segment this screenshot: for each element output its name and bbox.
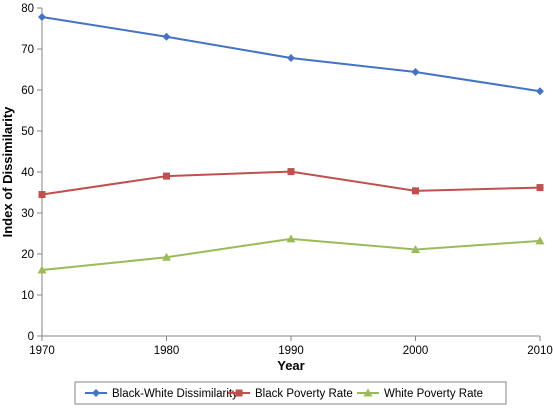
y-tick-label: 50 (21, 126, 34, 138)
series-layer (37, 13, 545, 274)
data-point (535, 236, 545, 245)
data-point (536, 184, 544, 192)
legend-label: Black Poverty Rate (255, 388, 353, 400)
data-point (37, 265, 47, 274)
x-tick-label: 1990 (278, 345, 304, 357)
data-point (286, 234, 296, 243)
y-axis-ticks: 0 10 20 30 40 50 60 70 80 (21, 3, 42, 343)
y-tick-label: 70 (21, 44, 34, 56)
y-tick-label: 0 (28, 331, 34, 343)
legend-item: White Poverty Rate (357, 388, 483, 400)
x-axis-ticks: 1970 1980 1990 2000 2010 (29, 336, 553, 357)
data-point (162, 252, 171, 261)
y-tick-label: 30 (21, 208, 34, 220)
y-tick-label: 60 (21, 85, 34, 97)
legend-item: Black Poverty Rate (228, 388, 353, 400)
legend-label: Black-White Dissimilarity (112, 388, 238, 400)
x-tick-label: 2010 (527, 345, 553, 357)
series-2 (37, 234, 545, 274)
y-tick-label: 40 (21, 167, 34, 179)
data-point (163, 172, 170, 180)
data-point (162, 32, 171, 41)
x-tick-label: 2000 (403, 345, 429, 357)
series-0 (38, 13, 544, 96)
x-tick-label: 1970 (29, 345, 55, 357)
x-axis-title: Year (277, 358, 304, 373)
data-point (38, 13, 46, 22)
series-1 (38, 168, 544, 199)
data-point (235, 389, 243, 397)
y-tick-label: 80 (21, 3, 34, 15)
y-axis-title: Index of Dissimilarity (0, 106, 15, 238)
data-point (38, 191, 46, 199)
legend-label: White Poverty Rate (384, 388, 483, 400)
data-point (287, 54, 295, 63)
legend-item: Black-White Dissimilarity (85, 388, 238, 400)
y-tick-label: 10 (21, 290, 34, 302)
data-point (287, 168, 295, 176)
legend: Black-White Dissimilarity Black Poverty R… (74, 381, 507, 405)
data-point (92, 389, 100, 397)
data-point (411, 67, 420, 76)
data-point (412, 187, 419, 195)
legend-box (74, 381, 507, 405)
y-tick-label: 20 (21, 249, 34, 261)
data-point (411, 244, 420, 253)
data-point (536, 87, 544, 96)
series-line (41, 237, 541, 271)
x-tick-label: 1980 (154, 345, 180, 357)
data-point (363, 388, 373, 397)
